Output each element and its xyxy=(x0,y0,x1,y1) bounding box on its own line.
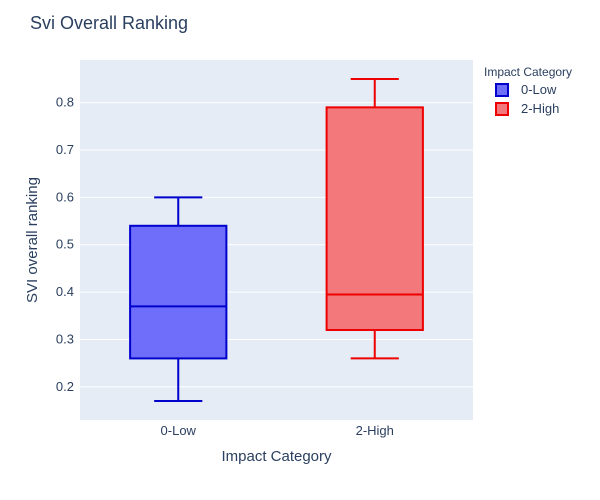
y-tick-label: 0.5 xyxy=(56,237,74,252)
y-tick-label: 0.7 xyxy=(56,142,74,157)
y-tick-label: 0.3 xyxy=(56,331,74,346)
legend-swatch xyxy=(495,83,509,97)
y-tick-label: 0.2 xyxy=(56,379,74,394)
legend-swatch xyxy=(495,102,509,116)
x-tick-label: 0-Low xyxy=(161,423,197,438)
box-2-high[interactable] xyxy=(325,77,424,360)
iqr-box xyxy=(325,106,424,331)
y-tick-label: 0.8 xyxy=(56,95,74,110)
legend-item-0-low[interactable]: 0-Low xyxy=(495,82,557,97)
x-tick-labels: 0-Low 2-High xyxy=(161,423,394,438)
legend-item-2-high[interactable]: 2-High xyxy=(495,101,559,116)
x-tick-label: 2-High xyxy=(356,423,394,438)
legend-label: 0-Low xyxy=(521,82,557,97)
y-tick-labels: 0.2 0.3 0.4 0.5 0.6 0.7 0.8 xyxy=(56,95,74,394)
legend-title: Impact Category xyxy=(484,65,572,79)
y-tick-label: 0.6 xyxy=(56,189,74,204)
chart-title: Svi Overall Ranking xyxy=(30,13,188,33)
y-axis-title: SVI overall ranking xyxy=(24,177,41,303)
y-tick-label: 0.4 xyxy=(56,284,74,299)
iqr-box xyxy=(129,224,228,360)
box-0-low[interactable] xyxy=(129,196,228,403)
x-axis-title: Impact Category xyxy=(221,448,332,465)
box-series xyxy=(129,77,424,403)
legend-label: 2-High xyxy=(521,101,559,116)
legend[interactable]: Impact Category 0-Low 2-High xyxy=(484,65,572,116)
